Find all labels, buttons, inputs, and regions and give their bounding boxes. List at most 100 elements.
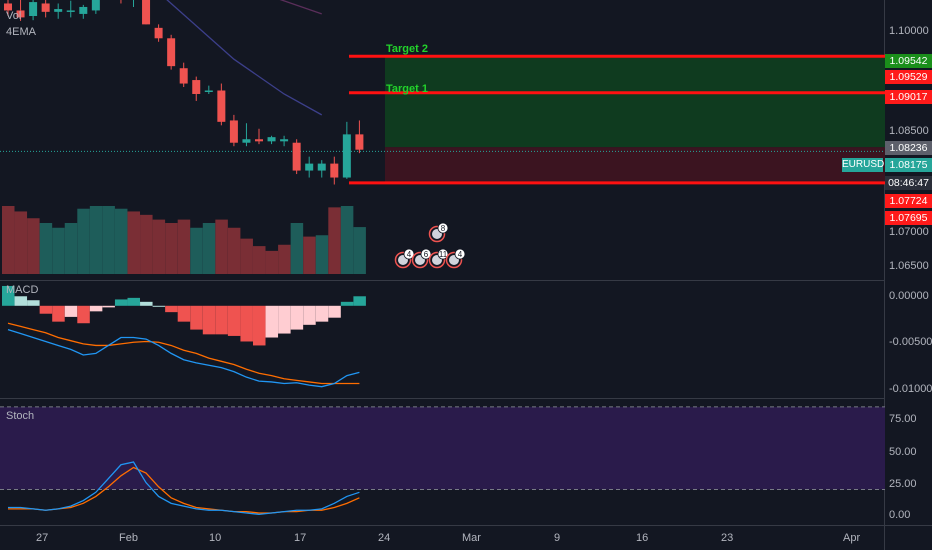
volume-bar xyxy=(77,208,90,274)
candlesticks xyxy=(4,0,364,185)
macd-tick: 0.00000 xyxy=(889,290,929,302)
time-tick: 10 xyxy=(209,532,222,544)
ema-line xyxy=(279,0,322,15)
macd-histogram-bar xyxy=(52,305,65,322)
time-tick: 17 xyxy=(294,532,307,544)
price-tick: 1.08500 xyxy=(889,125,929,137)
time-tick: 24 xyxy=(378,532,391,544)
candle-body xyxy=(54,9,63,12)
price-badge-entry: 1.08236 xyxy=(885,141,932,155)
volume-bar xyxy=(253,246,266,274)
macd-histogram-bar xyxy=(227,305,241,336)
volume-bar xyxy=(340,206,354,274)
candle-body xyxy=(142,0,151,25)
macd-histogram-bar xyxy=(202,305,216,335)
volume-bar xyxy=(52,227,65,274)
macd-histogram-bar xyxy=(64,305,78,317)
ema-line xyxy=(166,0,323,116)
target-2-label: Target 2 xyxy=(386,43,428,55)
candle-body xyxy=(66,10,75,12)
volume-bar xyxy=(227,227,241,274)
volume-bar xyxy=(190,227,203,274)
candle-body xyxy=(292,142,301,171)
macd-tick: -0.00500 xyxy=(889,336,932,348)
time-tick: 23 xyxy=(721,532,734,544)
candle-body xyxy=(204,90,213,93)
macd-tick: -0.01000 xyxy=(889,383,932,395)
volume-bar xyxy=(152,219,166,274)
macd-histogram-bar xyxy=(102,305,115,308)
candle-body xyxy=(355,134,364,150)
candle-body xyxy=(91,0,100,11)
candle-body xyxy=(16,10,25,18)
volume-bar xyxy=(39,223,53,274)
macd-legend: MACD xyxy=(6,284,39,296)
vol-legend: Vol xyxy=(6,10,22,22)
time-tick: 9 xyxy=(554,532,561,544)
event-count-badge xyxy=(454,248,466,260)
macd-line xyxy=(7,328,360,388)
volume-bar xyxy=(102,206,115,274)
macd-histogram-bar xyxy=(89,305,103,312)
macd-histogram-bar xyxy=(152,305,166,307)
countdown-badge: 08:46:47 xyxy=(885,176,932,190)
volume-bar xyxy=(177,219,191,274)
macd-histogram-bar xyxy=(290,305,304,330)
event-markers[interactable]: 8 4 6 11 4 xyxy=(394,222,466,269)
macd-histogram-bar xyxy=(240,305,253,342)
volume-bar xyxy=(315,235,329,274)
macd-histogram-bar xyxy=(190,305,203,330)
volume-bar xyxy=(353,227,366,274)
macd-histogram-bar xyxy=(303,305,316,325)
price-badge-stop: 1.07724 xyxy=(885,194,932,208)
volume-bar xyxy=(303,236,316,274)
macd-histogram-bar xyxy=(2,285,15,306)
candle-body xyxy=(4,3,12,11)
volume-bar xyxy=(202,223,216,274)
volume-bar xyxy=(64,223,78,274)
stoch-d-line xyxy=(8,466,360,514)
macd-histogram-bar xyxy=(14,296,28,306)
candle-body xyxy=(242,139,251,143)
event-count: 4 xyxy=(458,250,463,259)
macd-histogram-bar xyxy=(253,305,266,346)
stoch-tick: 75.00 xyxy=(889,413,917,425)
candle-body xyxy=(305,163,314,171)
macd-histogram-bar xyxy=(39,305,53,314)
volume-bar xyxy=(27,218,40,274)
ema-lines xyxy=(166,0,323,116)
stoch-pane xyxy=(0,406,885,516)
event-count-badge xyxy=(403,248,415,260)
candle-body xyxy=(267,137,276,142)
volume-bar xyxy=(127,211,140,274)
candle-body xyxy=(192,80,201,94)
time-tick: Feb xyxy=(119,532,138,544)
price-badge-current: 1.08175 xyxy=(885,158,932,172)
stoch-tick: 25.00 xyxy=(889,478,917,490)
macd-histogram-bar xyxy=(127,297,140,306)
stoch-k-line xyxy=(8,461,360,516)
event-count: 6 xyxy=(424,250,429,259)
macd-histogram-bar xyxy=(114,299,128,306)
macd-histogram-bar xyxy=(27,300,40,306)
macd-histogram-bar xyxy=(353,296,366,306)
event-count-badge xyxy=(437,222,449,234)
volume-bar xyxy=(240,238,253,274)
price-badge-target2-line: 1.09529 xyxy=(885,70,932,84)
macd-histogram-bar xyxy=(165,305,178,313)
macd-histogram-bar xyxy=(177,305,191,322)
price-tick: 1.06500 xyxy=(889,260,929,272)
candle-body xyxy=(217,90,226,122)
time-tick: 27 xyxy=(36,532,49,544)
candle-body xyxy=(79,6,88,14)
candle-body xyxy=(154,27,163,39)
price-tick: 1.07000 xyxy=(889,226,929,238)
price-badge-target1: 1.09017 xyxy=(885,90,932,104)
macd-histogram-bar xyxy=(215,305,228,335)
candle-body xyxy=(29,2,38,17)
event-count-badge xyxy=(437,248,449,260)
candle-body xyxy=(179,68,188,84)
target-1-label: Target 1 xyxy=(386,83,428,95)
price-badge-target2: 1.09542 xyxy=(885,54,932,68)
